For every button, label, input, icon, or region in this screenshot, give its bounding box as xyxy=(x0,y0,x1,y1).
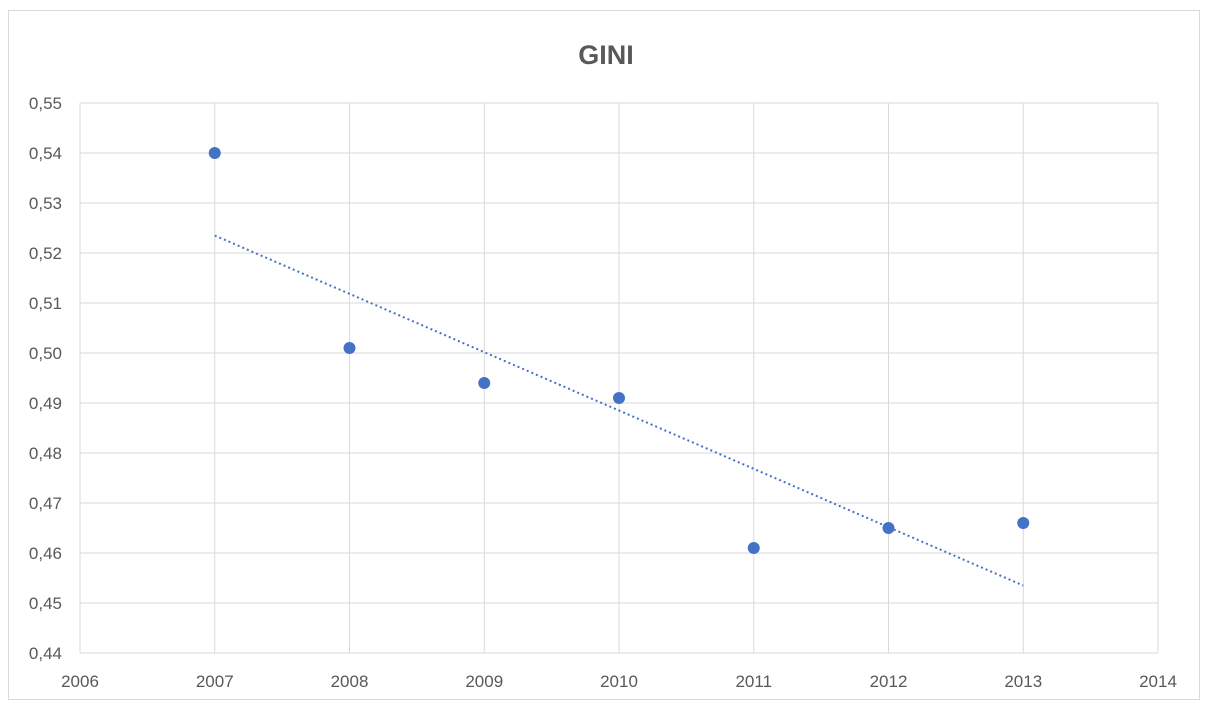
data-point xyxy=(208,147,221,159)
data-point xyxy=(613,392,625,404)
data-points xyxy=(208,147,1030,554)
x-tick-label: 2012 xyxy=(870,672,908,691)
x-tick-label: 2013 xyxy=(1004,672,1042,691)
y-tick-label: 0,47 xyxy=(29,494,62,513)
data-point xyxy=(478,377,491,389)
x-tick-label: 2006 xyxy=(61,672,99,691)
x-tick-label: 2010 xyxy=(600,672,638,691)
y-tick-label: 0,44 xyxy=(29,644,62,663)
chart-title: GINI xyxy=(578,40,634,70)
x-tick-label: 2009 xyxy=(465,672,503,691)
data-point xyxy=(882,522,895,534)
y-tick-label: 0,52 xyxy=(29,244,62,263)
y-tick-label: 0,49 xyxy=(29,394,62,413)
chart-frame xyxy=(8,10,1200,700)
x-tick-label: 2011 xyxy=(735,672,772,691)
y-tick-label: 0,53 xyxy=(29,194,62,213)
x-axis-ticks: 2006 2007 2008 2009 2010 2011 2012 2013 2014 xyxy=(61,672,1177,691)
y-axis-ticks: 0,44 0,45 0,46 0,47 0,48 0,49 0,50 0,51 0,52 0,53… xyxy=(29,94,62,663)
linear-trendline xyxy=(214,234,1024,587)
data-point xyxy=(343,342,356,354)
y-tick-label: 0,51 xyxy=(29,294,62,313)
x-tick-label: 2008 xyxy=(331,672,369,691)
y-tick-label: 0,46 xyxy=(29,544,62,563)
data-point xyxy=(1017,517,1030,529)
y-tick-label: 0,54 xyxy=(29,144,62,163)
y-tick-label: 0,50 xyxy=(29,344,62,363)
x-tick-label: 2007 xyxy=(196,672,234,691)
x-tick-label: 2014 xyxy=(1139,672,1177,691)
data-point xyxy=(747,542,760,554)
y-tick-label: 0,48 xyxy=(29,444,62,463)
trendline-layer xyxy=(214,234,1024,587)
y-tick-label: 0,55 xyxy=(29,94,62,113)
y-tick-label: 0,45 xyxy=(29,594,62,613)
gridlines xyxy=(79,102,1159,654)
